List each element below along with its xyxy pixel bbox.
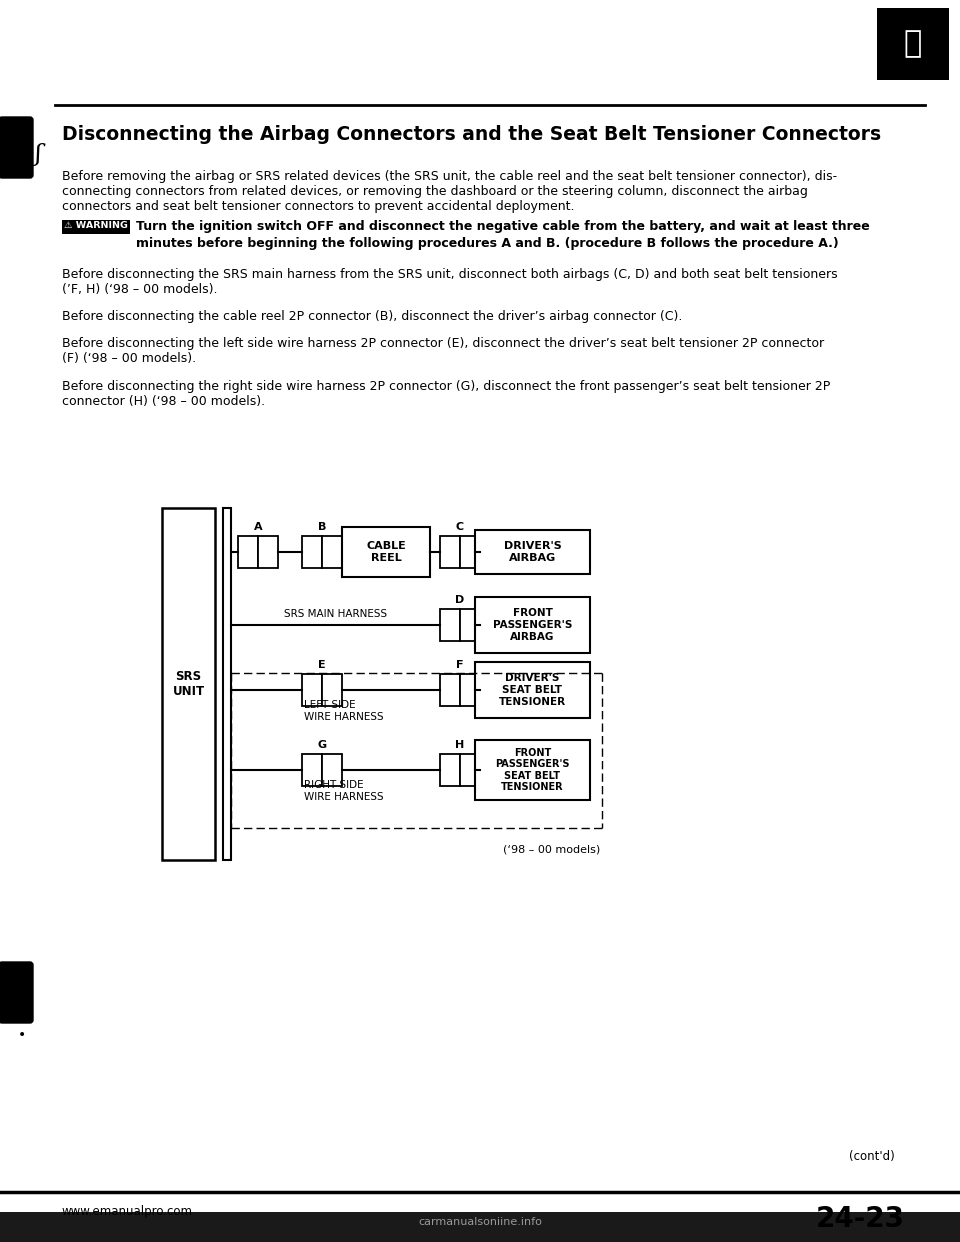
Bar xyxy=(460,537,480,568)
Bar xyxy=(302,754,322,786)
Bar xyxy=(460,609,480,641)
Text: CABLE
REEL: CABLE REEL xyxy=(366,542,406,563)
Text: connectors and seat belt tensioner connectors to prevent accidental deployment.: connectors and seat belt tensioner conne… xyxy=(62,200,574,212)
Bar xyxy=(475,662,590,718)
Bar xyxy=(302,674,322,705)
Text: LEFT SIDE
WIRE HARNESS: LEFT SIDE WIRE HARNESS xyxy=(304,700,384,722)
Bar xyxy=(223,508,231,859)
Text: SRS
UNIT: SRS UNIT xyxy=(173,669,204,698)
Text: FRONT
PASSENGER'S
SEAT BELT
TENSIONER: FRONT PASSENGER'S SEAT BELT TENSIONER xyxy=(495,748,569,792)
Bar xyxy=(460,754,480,786)
Text: Before disconnecting the SRS main harness from the SRS unit, disconnect both air: Before disconnecting the SRS main harnes… xyxy=(62,268,838,281)
Bar xyxy=(258,537,278,568)
Text: Disconnecting the Airbag Connectors and the Seat Belt Tensioner Connectors: Disconnecting the Airbag Connectors and … xyxy=(62,125,881,144)
Bar xyxy=(475,597,590,653)
Text: E: E xyxy=(318,660,325,669)
Bar xyxy=(475,740,590,800)
Text: FRONT
PASSENGER'S
AIRBAG: FRONT PASSENGER'S AIRBAG xyxy=(492,609,572,642)
Text: (F) (‘98 – 00 models).: (F) (‘98 – 00 models). xyxy=(62,351,196,365)
Text: SRS MAIN HARNESS: SRS MAIN HARNESS xyxy=(284,609,387,619)
Text: Before disconnecting the right side wire harness 2P connector (G), disconnect th: Before disconnecting the right side wire… xyxy=(62,380,830,392)
Bar xyxy=(162,508,215,859)
Text: H: H xyxy=(455,740,465,750)
Bar xyxy=(302,537,322,568)
Text: connector (H) (‘98 – 00 models).: connector (H) (‘98 – 00 models). xyxy=(62,395,265,409)
Text: (‘98 – 00 models): (‘98 – 00 models) xyxy=(503,845,600,854)
Bar xyxy=(322,674,342,705)
Bar xyxy=(0,1212,960,1242)
Text: F: F xyxy=(456,660,464,669)
Text: Turn the ignition switch OFF and disconnect the negative cable from the battery,: Turn the ignition switch OFF and disconn… xyxy=(136,220,870,250)
Bar xyxy=(322,537,342,568)
Text: carmanualsoniine.info: carmanualsoniine.info xyxy=(418,1217,542,1227)
Text: (’F, H) (‘98 – 00 models).: (’F, H) (‘98 – 00 models). xyxy=(62,283,218,296)
FancyBboxPatch shape xyxy=(0,963,33,1023)
Bar xyxy=(440,674,460,705)
Text: C: C xyxy=(456,522,464,532)
Text: DRIVER'S
SEAT BELT
TENSIONER: DRIVER'S SEAT BELT TENSIONER xyxy=(499,673,566,707)
FancyBboxPatch shape xyxy=(0,117,33,178)
Text: RIGHT SIDE
WIRE HARNESS: RIGHT SIDE WIRE HARNESS xyxy=(304,780,384,801)
Bar xyxy=(322,754,342,786)
Text: 24-23: 24-23 xyxy=(816,1205,905,1233)
Text: www.emanualpro.com: www.emanualpro.com xyxy=(62,1205,193,1218)
Text: B: B xyxy=(318,522,326,532)
Text: ʃ: ʃ xyxy=(35,144,41,166)
Bar xyxy=(62,220,130,233)
Bar xyxy=(440,609,460,641)
Text: G: G xyxy=(318,740,326,750)
Text: •: • xyxy=(18,1028,26,1042)
Bar xyxy=(460,674,480,705)
Text: Before disconnecting the cable reel 2P connector (B), disconnect the driver’s ai: Before disconnecting the cable reel 2P c… xyxy=(62,310,683,323)
Text: connecting connectors from related devices, or removing the dashboard or the ste: connecting connectors from related devic… xyxy=(62,185,808,197)
Bar xyxy=(877,7,949,79)
Bar xyxy=(475,530,590,574)
Text: (cont'd): (cont'd) xyxy=(850,1150,895,1163)
Bar xyxy=(440,754,460,786)
Bar xyxy=(342,527,430,578)
Text: Before disconnecting the left side wire harness 2P connector (E), disconnect the: Before disconnecting the left side wire … xyxy=(62,337,824,350)
Text: Before removing the airbag or SRS related devices (the SRS unit, the cable reel : Before removing the airbag or SRS relate… xyxy=(62,170,837,183)
Text: DRIVER'S
AIRBAG: DRIVER'S AIRBAG xyxy=(504,542,562,563)
Text: D: D xyxy=(455,595,465,605)
Bar xyxy=(440,537,460,568)
Text: ⛓: ⛓ xyxy=(904,30,923,58)
Text: ⚠ WARNING: ⚠ WARNING xyxy=(64,221,128,230)
Bar xyxy=(238,537,258,568)
Text: A: A xyxy=(253,522,262,532)
